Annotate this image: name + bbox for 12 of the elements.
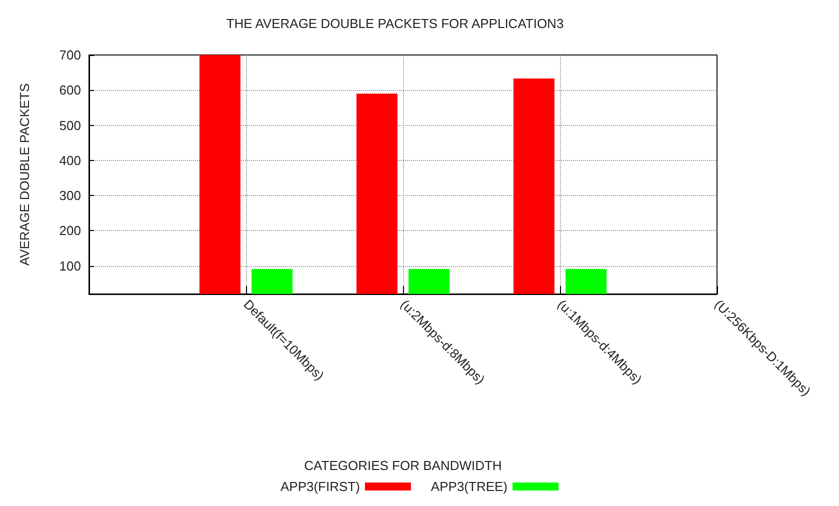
y-tick-label: 300 [59, 188, 81, 204]
y-tick-label: 600 [59, 82, 81, 98]
y-tick-label: 500 [59, 118, 81, 133]
chart-title: THE AVERAGE DOUBLE PACKETS FOR APPLICATION3 [226, 16, 564, 31]
y-axis-title: AVERAGE DOUBLE PACKETS [17, 83, 32, 266]
y-tick-label: 700 [59, 48, 81, 62]
legend-label: APP3(FIRST) [280, 479, 360, 494]
y-tick-label: 400 [59, 152, 81, 168]
legend-label: APP3(TREE) [430, 479, 508, 494]
y-tick-label: 100 [59, 258, 81, 274]
x-axis-title: CATEGORIES FOR BANDWIDTH [304, 458, 502, 473]
y-tick-label: 200 [59, 223, 81, 238]
